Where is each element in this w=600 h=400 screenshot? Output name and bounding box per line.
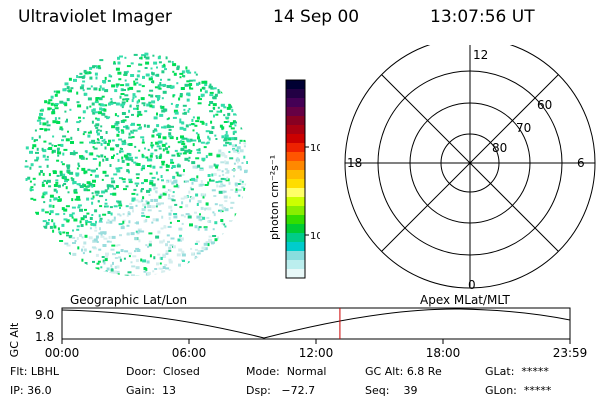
x-tick-0600: 06:00 [172, 346, 207, 360]
x-tick-1200: 12:00 [299, 346, 334, 360]
x-tick-0000: 00:00 [45, 346, 80, 360]
colorbar-segment [286, 170, 305, 180]
polar-diagonal-2 [381, 74, 559, 252]
mlt-label-6: 6 [577, 156, 585, 170]
status-mode: Mode: Normal [246, 365, 327, 378]
color-bar: 100 10 photon cm⁻²s⁻¹ [268, 79, 320, 279]
instrument-title: Ultraviolet Imager [18, 7, 172, 27]
colorbar-tick-100: 100 [310, 143, 320, 154]
lat-label-60: 60 [537, 98, 552, 112]
altitude-curve [61, 308, 571, 339]
mlt-label-18: 18 [347, 156, 362, 170]
altitude-y-label: GC Alt [8, 322, 21, 357]
altitude-right-title: Apex MLat/MLT [420, 293, 510, 307]
status-gcalt: GC Alt: 6.8 Re [365, 365, 442, 378]
lat-label-70: 70 [516, 121, 531, 135]
colorbar-tick-10: 10 [310, 231, 320, 242]
colorbar-segment [286, 98, 305, 108]
lat-label-80: 80 [492, 141, 507, 155]
colorbar-segment [286, 269, 305, 279]
colorbar-segment [286, 197, 305, 207]
altitude-tick-low: 1.8 [35, 330, 54, 344]
altitude-left-title: Geographic Lat/Lon [70, 293, 188, 307]
colorbar-segment [286, 116, 305, 126]
colorbar-segment [286, 179, 305, 189]
colorbar-segment [286, 161, 305, 171]
date-label: 14 Sep 00 [273, 7, 360, 27]
x-tick-2359: 23:59 [553, 346, 588, 360]
colorbar-segment [286, 125, 305, 135]
mlt-label-0: 0 [468, 278, 476, 292]
emission-speckle [24, 52, 248, 276]
colorbar-segment [286, 188, 305, 198]
altitude-panel: GC Alt 9.0 1.8 00:00 06:00 12:00 18:00 2… [8, 307, 588, 360]
color-bar-gradient [286, 80, 305, 279]
status-door: Door: Closed [126, 365, 200, 378]
colorbar-segment [286, 233, 305, 243]
colorbar-segment [286, 107, 305, 117]
status-glat: GLat: ***** [485, 365, 549, 378]
status-seq: Seq: 39 [365, 384, 418, 397]
colorbar-unit-label: photon cm⁻²s⁻¹ [268, 155, 281, 240]
status-glon: GLon: ***** [485, 384, 552, 397]
status-ip: IP: 36.0 [10, 384, 52, 397]
colorbar-segment [286, 251, 305, 261]
colorbar-segment [286, 260, 305, 270]
polar-grid: 12 18 6 0 60 70 80 [344, 45, 596, 292]
status-flt: Flt: LBHL [10, 365, 59, 378]
colorbar-segment [286, 215, 305, 225]
time-label: 13:07:56 UT [430, 7, 535, 27]
x-tick-1800: 18:00 [426, 346, 461, 360]
colorbar-segment [286, 224, 305, 234]
colorbar-segment [286, 80, 305, 90]
colorbar-segment [286, 89, 305, 99]
status-gain: Gain: 13 [126, 384, 176, 397]
mlt-label-12: 12 [473, 48, 488, 62]
colorbar-segment [286, 134, 305, 144]
colorbar-segment [286, 152, 305, 162]
colorbar-segment [286, 206, 305, 216]
altitude-tick-high: 9.0 [35, 308, 54, 322]
colorbar-segment [286, 242, 305, 252]
status-dsp: Dsp: −72.7 [246, 384, 316, 397]
altitude-frame [61, 307, 571, 340]
colorbar-segment [286, 143, 305, 153]
